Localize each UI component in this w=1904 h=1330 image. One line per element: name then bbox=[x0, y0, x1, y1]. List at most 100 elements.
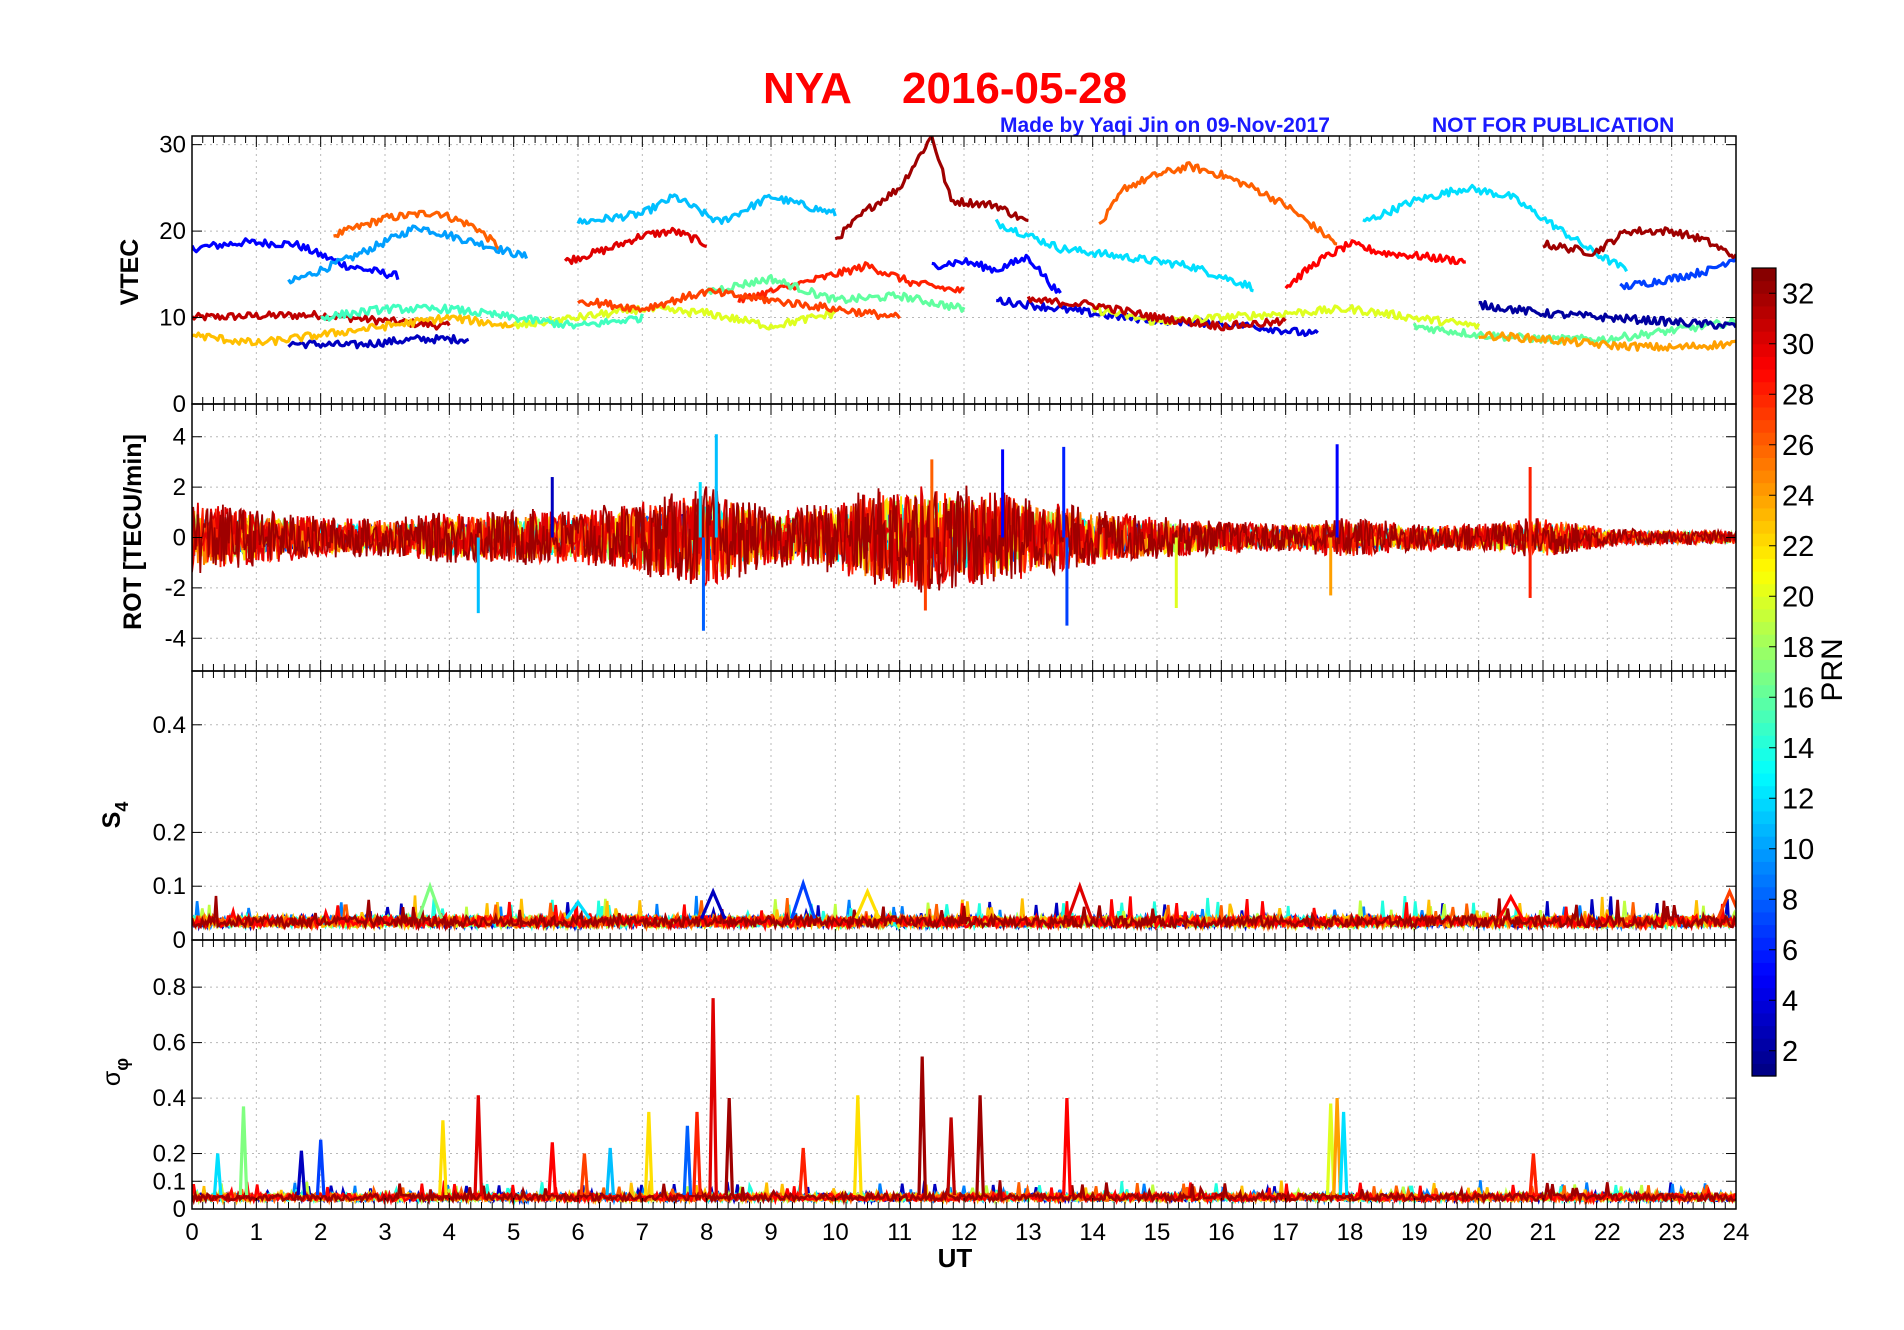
colorbar-cell bbox=[1752, 343, 1776, 357]
colorbar-cell bbox=[1752, 659, 1776, 673]
colorbar-tick-label: 2 bbox=[1782, 1036, 1798, 1068]
panels: 0102030-4-202400.10.20.400.10.20.40.60.8… bbox=[153, 132, 1750, 1246]
spike bbox=[473, 1095, 484, 1196]
spike bbox=[1497, 893, 1524, 920]
credit-notice: NOT FOR PUBLICATION bbox=[1432, 114, 1674, 137]
spike bbox=[917, 1056, 927, 1196]
colorbar-cell bbox=[1752, 1012, 1776, 1027]
y-tick-label: 0 bbox=[173, 1196, 186, 1223]
colorbar-cell bbox=[1752, 886, 1776, 900]
series-line bbox=[192, 237, 400, 281]
x-tick-label: 4 bbox=[443, 1219, 456, 1246]
colorbar-tick-label: 14 bbox=[1782, 733, 1814, 765]
series-line bbox=[563, 226, 708, 265]
series-line bbox=[705, 274, 966, 313]
colorbar-tick-label: 20 bbox=[1782, 581, 1814, 613]
y-tick-label: 20 bbox=[159, 218, 186, 245]
colorbar-cell bbox=[1752, 962, 1776, 976]
colorbar-cell bbox=[1752, 836, 1776, 850]
y-tick-label: 0.1 bbox=[153, 873, 186, 900]
x-tick-label: 7 bbox=[636, 1219, 649, 1246]
y-tick-label: 4 bbox=[173, 424, 186, 451]
colorbar-cell bbox=[1752, 520, 1776, 534]
colorbar-cell bbox=[1752, 924, 1776, 938]
colorbar-cell bbox=[1752, 975, 1776, 989]
colorbar-cell bbox=[1752, 911, 1776, 926]
spike bbox=[790, 878, 817, 920]
colorbar-cell bbox=[1752, 646, 1776, 660]
xlabel-ut: UT bbox=[938, 1243, 973, 1273]
colorbar-cell bbox=[1752, 558, 1776, 572]
ylabel-rot: ROT [TECU/min] bbox=[119, 434, 147, 630]
spike bbox=[946, 1117, 956, 1196]
spike bbox=[547, 1142, 558, 1196]
colorbar-cell bbox=[1752, 1050, 1776, 1064]
spike bbox=[565, 899, 591, 920]
colorbar-cell bbox=[1752, 495, 1776, 509]
colorbar-cell bbox=[1752, 823, 1776, 837]
spike bbox=[1325, 1103, 1336, 1196]
series-line bbox=[1478, 300, 1736, 330]
colorbar-cell bbox=[1752, 747, 1776, 761]
series-line bbox=[577, 287, 901, 320]
colorbar-tick-label: 24 bbox=[1782, 480, 1814, 512]
x-tick-label: 14 bbox=[1079, 1219, 1106, 1246]
colorbar-cell bbox=[1752, 684, 1776, 698]
colorbar-cell bbox=[1752, 722, 1776, 736]
spike bbox=[1062, 1098, 1072, 1196]
x-tick-label: 20 bbox=[1465, 1219, 1492, 1246]
colorbar-cell bbox=[1752, 810, 1776, 825]
colorbar-cell bbox=[1752, 848, 1776, 862]
colorbar-cell bbox=[1752, 369, 1776, 383]
y-tick-label: 0.8 bbox=[153, 974, 186, 1001]
spike bbox=[1528, 1153, 1539, 1196]
spike bbox=[605, 1147, 615, 1196]
series-line bbox=[192, 313, 515, 347]
spike bbox=[1066, 881, 1093, 920]
panel-vtec: 0 10 20 30 bbox=[159, 132, 1737, 418]
colorbar-tick-label: 10 bbox=[1782, 834, 1814, 866]
colorbar-cell bbox=[1752, 293, 1776, 307]
series-line bbox=[1362, 183, 1629, 273]
colorbar-cell bbox=[1752, 773, 1776, 787]
spike bbox=[692, 1111, 702, 1196]
y-tick-label: 0.4 bbox=[153, 712, 186, 739]
colorbar-cell bbox=[1752, 874, 1776, 888]
colorbar-cell bbox=[1752, 331, 1776, 345]
x-tick-label: 1 bbox=[250, 1219, 263, 1246]
colorbar-cell bbox=[1752, 672, 1776, 686]
y-tick-label: -4 bbox=[165, 625, 186, 652]
colorbar-cell bbox=[1752, 709, 1776, 724]
colorbar-cell bbox=[1752, 280, 1776, 294]
spike bbox=[854, 887, 881, 920]
colorbar-cell bbox=[1752, 356, 1776, 370]
colorbar-frame bbox=[1751, 267, 1777, 1077]
spike bbox=[579, 1153, 590, 1196]
x-tick-label: 3 bbox=[378, 1219, 391, 1246]
y-tick-label: 30 bbox=[159, 132, 186, 159]
colorbar-cell bbox=[1752, 406, 1776, 421]
colorbar-tick-label: 22 bbox=[1782, 531, 1814, 563]
series-line bbox=[994, 218, 1254, 293]
y-tick-label: -2 bbox=[165, 575, 186, 602]
colorbar-cell bbox=[1752, 470, 1776, 484]
spike bbox=[724, 1098, 734, 1196]
colorbar-tick-label: 12 bbox=[1782, 783, 1814, 815]
x-tick-label: 16 bbox=[1208, 1219, 1235, 1246]
data-layer bbox=[192, 136, 1736, 352]
series-line bbox=[1284, 239, 1466, 290]
colorbar-cell bbox=[1752, 634, 1776, 648]
colorbar-cell bbox=[1752, 1063, 1776, 1077]
x-tick-label: 13 bbox=[1015, 1219, 1042, 1246]
series-line bbox=[931, 253, 1062, 294]
panel-rot: -4 -2 0 2 4 bbox=[165, 403, 1737, 672]
series-line bbox=[1619, 258, 1736, 291]
colorbar-cell bbox=[1752, 1038, 1776, 1052]
y-tick-label: 0.6 bbox=[153, 1030, 186, 1057]
colorbar-tick-label: 30 bbox=[1782, 329, 1814, 361]
colorbar-tick-label: 26 bbox=[1782, 430, 1814, 462]
x-tick-label: 15 bbox=[1144, 1219, 1171, 1246]
y-tick-label: 10 bbox=[159, 305, 186, 332]
series-line bbox=[512, 304, 837, 331]
